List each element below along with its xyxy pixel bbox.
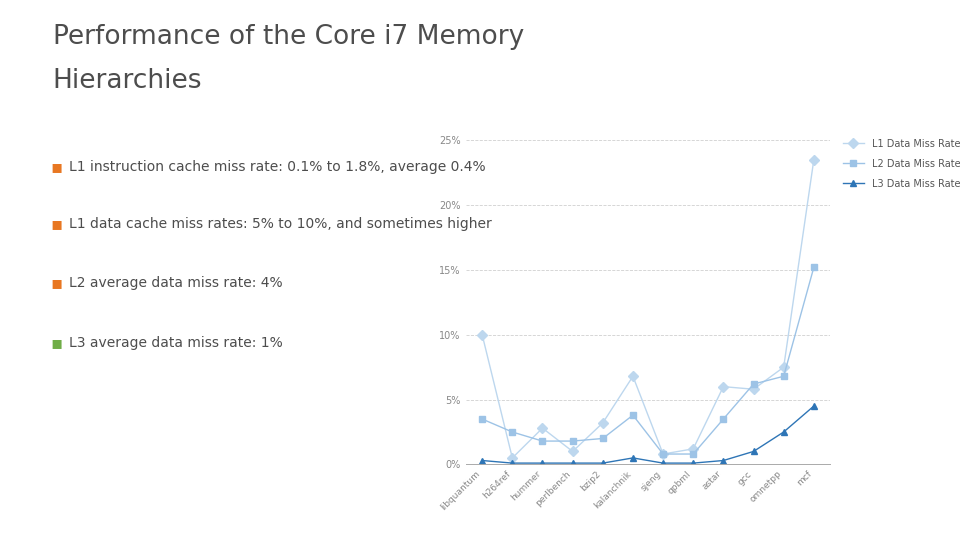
L2 Data Miss Rate xyxy=(476,416,488,422)
L1 Data Miss Rate xyxy=(778,364,789,370)
Text: L2 average data miss rate: 4%: L2 average data miss rate: 4% xyxy=(69,276,283,291)
L2 Data Miss Rate xyxy=(718,416,730,422)
L1 Data Miss Rate xyxy=(507,455,518,461)
L1 Data Miss Rate xyxy=(687,446,699,452)
L3 Data Miss Rate xyxy=(778,429,789,435)
L1 Data Miss Rate xyxy=(476,332,488,338)
L3 Data Miss Rate xyxy=(507,460,518,467)
L3 Data Miss Rate xyxy=(658,460,669,467)
Legend: L1 Data Miss Rate, L2 Data Miss Rate, L3 Data Miss Rate: L1 Data Miss Rate, L2 Data Miss Rate, L3… xyxy=(843,139,960,189)
L1 Data Miss Rate xyxy=(718,383,730,390)
Text: ▪: ▪ xyxy=(50,274,62,293)
L3 Data Miss Rate xyxy=(718,457,730,464)
Line: L2 Data Miss Rate: L2 Data Miss Rate xyxy=(479,264,817,457)
L3 Data Miss Rate xyxy=(748,448,759,455)
Text: Performance of the Core i7 Memory: Performance of the Core i7 Memory xyxy=(53,24,524,50)
L1 Data Miss Rate xyxy=(748,386,759,393)
L2 Data Miss Rate xyxy=(507,429,518,435)
L3 Data Miss Rate xyxy=(627,455,638,461)
L2 Data Miss Rate xyxy=(778,373,789,380)
L3 Data Miss Rate xyxy=(687,460,699,467)
L2 Data Miss Rate xyxy=(658,451,669,457)
L1 Data Miss Rate xyxy=(537,425,548,431)
Text: L1 instruction cache miss rate: 0.1% to 1.8%, average 0.4%: L1 instruction cache miss rate: 0.1% to … xyxy=(69,160,486,174)
L2 Data Miss Rate xyxy=(687,451,699,457)
Text: Hierarchies: Hierarchies xyxy=(53,68,203,93)
L2 Data Miss Rate xyxy=(748,381,759,387)
L3 Data Miss Rate xyxy=(597,460,609,467)
L1 Data Miss Rate xyxy=(597,420,609,426)
L1 Data Miss Rate xyxy=(658,451,669,457)
L1 Data Miss Rate xyxy=(808,157,820,163)
Text: ▪: ▪ xyxy=(50,158,62,177)
Line: L1 Data Miss Rate: L1 Data Miss Rate xyxy=(479,157,817,461)
L1 Data Miss Rate xyxy=(566,448,578,455)
L2 Data Miss Rate xyxy=(808,264,820,271)
Line: L3 Data Miss Rate: L3 Data Miss Rate xyxy=(479,403,817,467)
Text: ▪: ▪ xyxy=(50,334,62,352)
L3 Data Miss Rate xyxy=(537,460,548,467)
Text: L3 average data miss rate: 1%: L3 average data miss rate: 1% xyxy=(69,336,283,350)
L2 Data Miss Rate xyxy=(537,438,548,444)
L2 Data Miss Rate xyxy=(627,412,638,418)
L3 Data Miss Rate xyxy=(476,457,488,464)
L3 Data Miss Rate xyxy=(566,460,578,467)
L3 Data Miss Rate xyxy=(808,403,820,409)
L2 Data Miss Rate xyxy=(566,438,578,444)
L1 Data Miss Rate xyxy=(627,373,638,380)
Text: ▪: ▪ xyxy=(50,215,62,233)
L2 Data Miss Rate xyxy=(597,435,609,442)
Text: L1 data cache miss rates: 5% to 10%, and sometimes higher: L1 data cache miss rates: 5% to 10%, and… xyxy=(69,217,492,231)
